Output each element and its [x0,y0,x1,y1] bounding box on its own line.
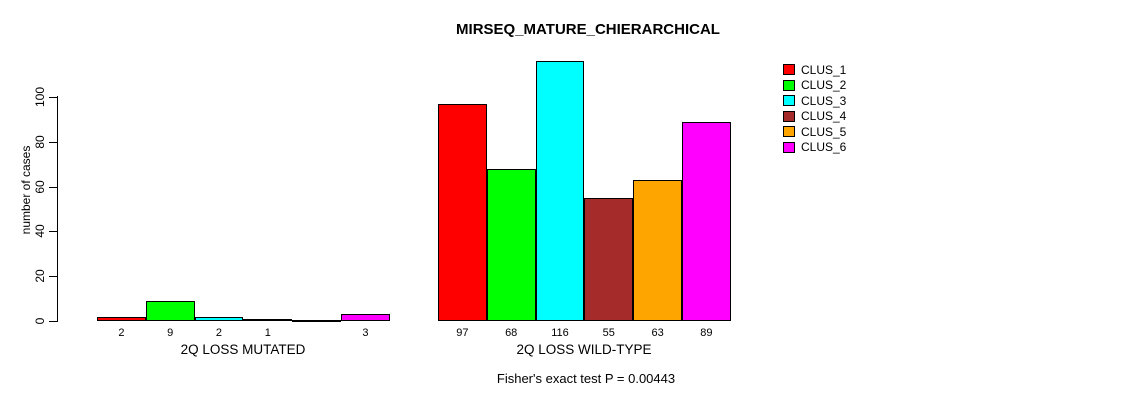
y-tick-label-60: 60 [33,179,47,194]
legend-item-clus_5: CLUS_5 [783,124,846,140]
bar-clus_1-group1 [97,316,146,321]
bar-value-label-clus_3-group2: 116 [551,327,569,339]
bar-clus_5-group1 [292,320,341,322]
fisher-test-annotation: Fisher's exact test P = 0.00443 [496,371,676,386]
bar-clus_2-group2 [486,168,536,321]
legend-label-clus_6: CLUS_6 [801,140,847,155]
legend-swatch-clus_3 [783,95,795,107]
bar-clus_3-group1 [194,316,244,321]
y-tick-mark-40 [49,231,57,233]
bar-value-label-clus_3-group1: 2 [215,327,223,339]
y-tick-mark-80 [49,141,57,143]
bar-value-label-clus_2-group1: 9 [167,327,174,339]
y-tick-label-0: 0 [33,317,47,325]
legend-swatch-clus_5 [783,126,795,138]
legend-item-clus_4: CLUS_4 [783,109,846,125]
bar-value-label-clus_5-group2: 63 [651,327,664,339]
bar-value-label-clus_4-group1: 1 [264,327,271,339]
legend-item-clus_1: CLUS_1 [783,62,846,78]
bar-value-label-clus_2-group2: 68 [505,327,518,339]
legend-label-clus_5: CLUS_5 [801,124,847,139]
y-tick-mark-20 [49,276,57,278]
legend-item-clus_3: CLUS_3 [783,93,846,109]
legend-item-clus_6: CLUS_6 [783,140,846,156]
y-axis-line [57,96,58,322]
y-tick-label-20: 20 [33,269,47,283]
y-axis-title: number of cases [19,145,33,235]
y-tick-mark-60 [49,186,57,188]
bar-clus_2-group1 [145,300,195,321]
bar-clus_4-group2 [584,197,634,321]
bar-value-label-clus_6-group2: 89 [700,327,713,339]
legend-swatch-clus_4 [783,110,795,122]
bar-value-label-clus_4-group2: 55 [602,327,615,339]
legend-label-clus_4: CLUS_4 [801,109,847,124]
y-tick-mark-100 [49,97,57,98]
legend-swatch-clus_6 [783,141,795,153]
y-tick-label-40: 40 [33,224,47,239]
bar-clus_4-group1 [243,318,293,321]
bar-clus_6-group1 [341,314,390,321]
y-tick-mark-0 [49,321,57,322]
legend-label-clus_3: CLUS_3 [801,93,847,108]
bar-value-label-clus_1-group2: 97 [456,327,469,339]
legend-swatch-clus_2 [783,79,795,91]
x-group-label-mutated: 2Q LOSS MUTATED [180,342,306,357]
x-group-label-wildtype: 2Q LOSS WILD-TYPE [516,342,652,357]
legend-label-clus_1: CLUS_1 [801,62,847,77]
legend-label-clus_2: CLUS_2 [801,78,847,93]
bar-clus_1-group2 [438,103,487,321]
y-tick-label-100: 100 [33,86,47,108]
legend-item-clus_2: CLUS_2 [783,78,846,94]
chart-title: MIRSEQ_MATURE_CHIERARCHICAL [456,21,720,38]
legend: CLUS_1 CLUS_2 CLUS_3 CLUS_4 CLUS_5 CLUS_6 [783,62,846,155]
legend-swatch-clus_1 [783,64,795,76]
bar-clus_6-group2 [682,121,731,321]
bar-value-label-clus_1-group1: 2 [118,327,125,339]
bar-clus_5-group2 [633,179,682,321]
bar-value-label-clus_6-group1: 3 [362,327,369,339]
y-tick-label-80: 80 [33,135,47,149]
bar-clus_3-group2 [535,61,585,321]
